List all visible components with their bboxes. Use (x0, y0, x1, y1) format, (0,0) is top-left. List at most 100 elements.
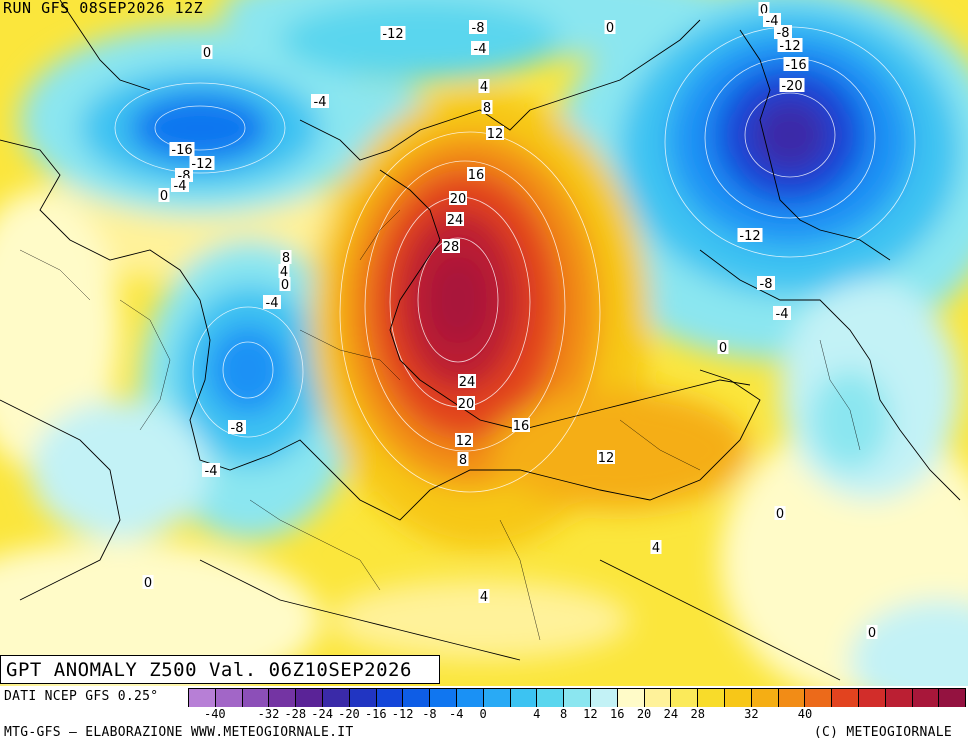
footer-credits: MTG-GFS — ELABORAZIONE WWW.METEOGIORNALE… (4, 725, 354, 740)
contour-label-bg (737, 228, 763, 242)
scale-tick-label: 16 (610, 707, 625, 721)
contour-label: 0 (144, 576, 152, 591)
contour-label-bg (202, 463, 220, 477)
scale-tick-label: 4 (533, 707, 541, 721)
contour-label-bg (486, 126, 504, 140)
contour-label-bg (263, 295, 281, 309)
contour-label: -4 (474, 42, 487, 57)
contour-label-bg (380, 26, 406, 40)
contour-label-bg (449, 191, 467, 205)
contour-label-bg (228, 420, 246, 434)
footer-copyright: (C) METEOGIORNALE (813, 725, 952, 740)
scale-swatch (456, 689, 484, 707)
scale-swatch (564, 689, 591, 707)
scale-swatch (403, 689, 431, 707)
scale-swatch (349, 689, 377, 707)
contour-label-bg (280, 250, 292, 264)
color-scale (188, 688, 967, 707)
contour-label: -12 (779, 39, 800, 54)
contour-label: -8 (472, 21, 485, 36)
contour-label: 0 (160, 189, 168, 204)
contour-label: 0 (760, 3, 768, 18)
contour-label: 16 (468, 168, 485, 183)
contour-label: 0 (281, 278, 289, 293)
contour-label-bg (763, 13, 781, 27)
scale-swatch (617, 689, 645, 707)
scale-tick-label: 24 (663, 707, 679, 721)
scale-tick-label: -28 (284, 707, 307, 721)
contour-label: 20 (450, 192, 467, 207)
contour-label-bg (467, 167, 485, 181)
contour-label-bg (442, 239, 460, 253)
contour-label: 4 (280, 265, 288, 280)
scale-tick-label: 32 (744, 707, 759, 721)
anomaly-map: -12 -8-400-4481216202428-16-12-8-40840-42… (0, 0, 968, 686)
contour-label: -16 (785, 58, 806, 73)
contour-label: 28 (443, 240, 460, 255)
scale-tick-label: 0 (479, 707, 487, 721)
contour-label-bg (478, 589, 490, 603)
contour-label-bg (597, 450, 615, 464)
scale-tick-label: -40 (203, 707, 226, 721)
scale-swatch (724, 689, 752, 707)
contour-label-bg (481, 100, 493, 114)
contour-label-bg (142, 575, 154, 589)
scale-swatch (912, 689, 940, 707)
scale-swatch (590, 689, 618, 707)
contour-label: 20 (458, 397, 475, 412)
contour-label-bg (774, 506, 786, 520)
data-source: DATI NCEP GFS 0.25° (4, 689, 159, 704)
contour-label: -8 (777, 26, 790, 41)
scale-swatch (483, 689, 511, 707)
scale-tick-label: -8 (422, 707, 437, 721)
contour-label-bg (158, 188, 170, 202)
scale-swatch (215, 689, 243, 707)
scale-swatch (242, 689, 270, 707)
contour-label: 0 (203, 46, 211, 61)
scale-tick-label: -12 (391, 707, 414, 721)
scale-tick-label: -24 (311, 707, 333, 721)
contour-label: -20 (781, 79, 802, 94)
contour-label-bg (171, 178, 189, 192)
contour-label-bg (758, 2, 770, 16)
contour-label-bg (279, 277, 291, 291)
contour-label-bg (478, 79, 490, 93)
contour-label: -12 (191, 157, 212, 172)
contour-label: 12 (456, 434, 473, 449)
contour-label-bg (201, 45, 213, 59)
scale-tick-label: -4 (449, 707, 464, 721)
contour-label: 24 (459, 375, 476, 390)
scale-tick-label: -16 (364, 707, 387, 721)
scale-swatch (322, 689, 350, 707)
scale-ticks: -40 -32 -28 -24 -20 -16 -12 -8 -4 0 4 8 12 16 20 24 28 32… (188, 707, 966, 723)
contour-label-bg (458, 374, 476, 388)
scale-swatch (832, 689, 859, 707)
contour-label: -4 (314, 95, 327, 110)
contour-label: 4 (480, 80, 488, 95)
contour-label: 12 (487, 127, 504, 142)
contour-label-bg (455, 433, 473, 447)
contour-label-bg (189, 156, 215, 170)
contour-label-bg (650, 540, 662, 554)
contour-label: 0 (606, 21, 614, 36)
map-title: GPT ANOMALY Z500 Val. 06Z10SEP2026 (6, 659, 412, 681)
contour-label-bg (469, 20, 487, 34)
scale-swatch (751, 689, 779, 707)
contour-label-bg (512, 418, 530, 432)
scale-swatch (188, 689, 216, 707)
contour-label-bg (773, 306, 791, 320)
scale-swatch (939, 689, 967, 707)
contour-label-bg (779, 78, 805, 92)
contour-label: 0 (868, 626, 876, 641)
contour-label: -4 (205, 464, 218, 479)
scale-tick-label: -32 (257, 707, 280, 721)
scale-swatch (885, 689, 913, 707)
contour-label: -8 (760, 277, 773, 292)
contour-label: -4 (776, 307, 789, 322)
contour-label-bg (311, 94, 329, 108)
contour-label: -4 (266, 296, 279, 311)
scale-swatch (537, 689, 565, 707)
contour-label: 16 (513, 419, 530, 434)
run-header: RUN GFS 08SEP2026 12Z (3, 0, 204, 17)
contour-label: -12 (382, 27, 403, 42)
